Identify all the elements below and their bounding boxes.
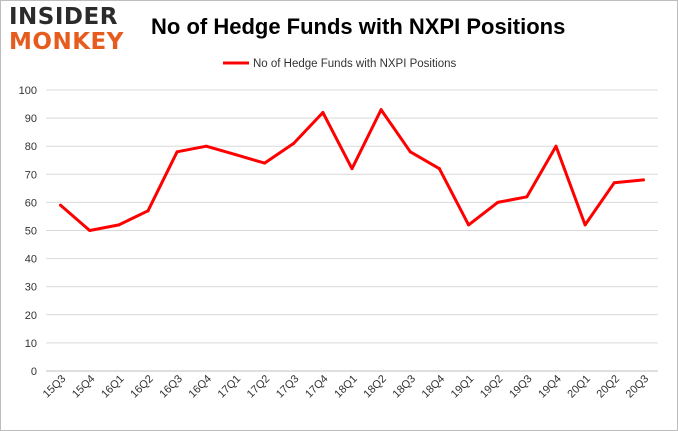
data-point: [204, 144, 208, 148]
x-tick-label: 17Q3: [274, 373, 302, 401]
chart-title: No of Hedge Funds with NXPI Positions: [151, 14, 566, 39]
data-point: [437, 167, 441, 171]
x-tick-label: 19Q1: [449, 373, 477, 401]
y-tick-label: 60: [25, 197, 37, 209]
y-tick-label: 80: [25, 141, 37, 153]
gridlines: [46, 89, 658, 372]
y-tick-label: 50: [25, 226, 37, 238]
data-point: [641, 178, 645, 182]
data-point: [175, 150, 179, 154]
y-axis-ticks: 0 10 20 30 40 50 60 70 80 90 100: [19, 85, 37, 378]
x-tick-label: 18Q3: [391, 373, 419, 401]
x-tick-label: 17Q1: [216, 373, 244, 401]
x-tick-label: 18Q2: [361, 373, 389, 401]
logo-line-2: MONKEY: [9, 29, 124, 55]
y-tick-label: 10: [25, 338, 37, 350]
data-point: [146, 209, 150, 213]
insider-monkey-logo: INSIDER MONKEY: [9, 5, 131, 55]
x-axis-ticks: 15Q3 15Q4 16Q1 16Q2 16Q3 16Q4 17Q1 17Q2 17Q3 17Q4…: [41, 373, 651, 401]
x-tick-label: 20Q1: [565, 373, 593, 401]
x-tick-label: 19Q2: [478, 373, 506, 401]
x-tick-label: 16Q3: [157, 373, 185, 401]
data-point: [59, 203, 63, 207]
legend: No of Hedge Funds with NXPI Positions: [223, 58, 457, 70]
x-tick-label: 15Q4: [70, 373, 98, 401]
x-tick-label: 20Q2: [595, 373, 623, 401]
data-point: [496, 200, 500, 204]
data-point: [408, 150, 412, 154]
data-point: [263, 161, 267, 165]
x-tick-label: 16Q2: [128, 373, 156, 401]
y-tick-label: 20: [25, 310, 37, 322]
x-tick-label: 19Q3: [507, 373, 535, 401]
x-tick-label: 18Q4: [420, 373, 448, 401]
data-point: [350, 167, 354, 171]
x-tick-label: 15Q3: [41, 373, 69, 401]
x-tick-label: 18Q1: [332, 373, 360, 401]
x-tick-label: 16Q1: [99, 373, 127, 401]
x-tick-label: 17Q2: [245, 373, 273, 401]
data-point: [525, 195, 529, 199]
y-tick-label: 30: [25, 282, 37, 294]
y-tick-label: 90: [25, 113, 37, 125]
data-point: [467, 223, 471, 227]
y-tick-label: 100: [19, 85, 37, 97]
data-point: [292, 141, 296, 145]
data-point: [379, 108, 383, 112]
data-point: [612, 181, 616, 185]
x-tick-label: 20Q3: [624, 373, 652, 401]
logo-line-1: INSIDER: [9, 4, 118, 30]
y-tick-label: 70: [25, 169, 37, 181]
y-tick-label: 0: [31, 366, 37, 378]
legend-label: No of Hedge Funds with NXPI Positions: [253, 58, 457, 70]
series-group: [59, 108, 645, 232]
data-point: [554, 144, 558, 148]
data-point: [233, 153, 237, 157]
x-tick-label: 17Q4: [303, 373, 331, 401]
data-point: [88, 229, 92, 232]
x-tick-label: 19Q4: [536, 373, 564, 401]
data-point: [583, 223, 587, 227]
y-tick-label: 40: [25, 254, 37, 266]
data-point: [321, 110, 325, 114]
x-tick-label: 16Q4: [187, 373, 215, 401]
data-point: [117, 223, 121, 227]
